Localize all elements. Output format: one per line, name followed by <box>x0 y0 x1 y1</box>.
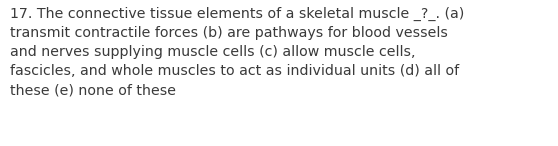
Text: 17. The connective tissue elements of a skeletal muscle _?_. (a)
transmit contra: 17. The connective tissue elements of a … <box>10 7 464 97</box>
